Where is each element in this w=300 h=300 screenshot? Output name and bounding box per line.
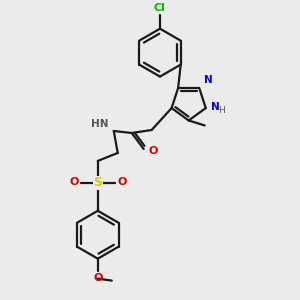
Text: Cl: Cl	[153, 3, 165, 13]
Text: N: N	[204, 75, 213, 85]
Text: HN: HN	[91, 119, 109, 129]
Text: S: S	[93, 176, 102, 189]
Text: O: O	[117, 177, 126, 187]
Text: N: N	[211, 102, 220, 112]
Text: O: O	[149, 146, 158, 156]
Text: O: O	[93, 273, 103, 283]
Text: O: O	[69, 177, 79, 187]
Text: H: H	[218, 106, 224, 115]
